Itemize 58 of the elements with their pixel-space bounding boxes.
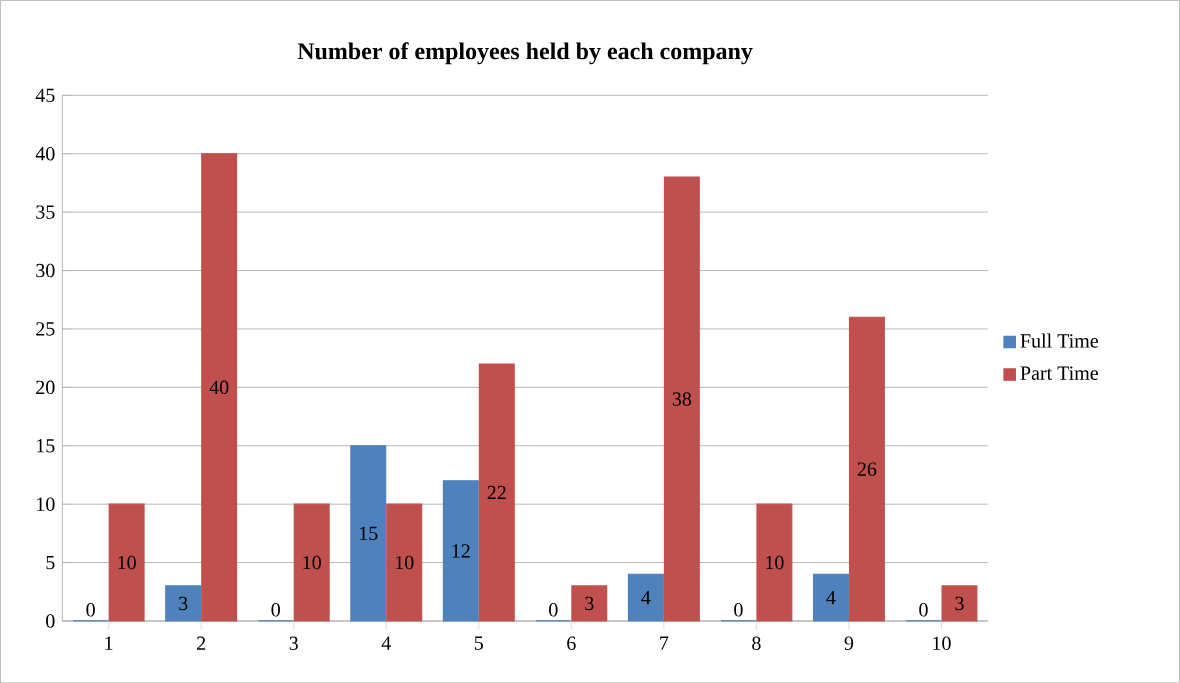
bar (386, 503, 423, 622)
bar (201, 152, 238, 622)
bar (293, 503, 330, 622)
y-tick-label: 30 (36, 263, 55, 278)
data-label: 3 (585, 596, 594, 610)
bar (108, 503, 145, 622)
x-tick-label: 9 (844, 636, 854, 650)
legend-label: Part Time (1020, 366, 1098, 380)
y-tick-label: 40 (35, 146, 55, 161)
data-label: 10 (118, 555, 136, 570)
y-tick-label: 5 (46, 555, 55, 570)
y-tick-label: 15 (37, 438, 55, 453)
x-tick-label: 1 (105, 636, 113, 650)
data-label: 0 (734, 602, 743, 617)
x-tick-label: 7 (660, 636, 669, 650)
data-label: 10 (303, 555, 321, 570)
data-label: 3 (955, 596, 964, 610)
bar (442, 480, 479, 622)
data-label: 0 (86, 602, 95, 617)
data-label: 26 (857, 462, 877, 476)
bar (350, 445, 387, 622)
data-label: 4 (641, 590, 651, 605)
bar (165, 585, 202, 622)
y-tick-label: 45 (35, 88, 55, 102)
bar (571, 585, 608, 622)
bar (663, 176, 700, 622)
y-tick-label: 10 (37, 497, 55, 511)
data-label: 10 (396, 555, 414, 570)
bar (627, 573, 664, 622)
x-tick-label: 10 (933, 636, 951, 650)
data-label: 4 (826, 590, 836, 605)
data-label: 38 (672, 392, 692, 406)
y-tick-label: 35 (36, 205, 55, 219)
bar (756, 503, 793, 622)
data-label: 22 (487, 485, 506, 499)
y-tick-label: 20 (36, 380, 55, 394)
bar (478, 363, 515, 622)
data-label: 12 (452, 544, 470, 558)
x-tick-label: 4 (381, 636, 391, 650)
data-label: 3 (179, 596, 188, 610)
data-label: 10 (766, 555, 784, 570)
chart-title: Number of employees held by each company (297, 42, 753, 65)
x-tick-label: 8 (752, 636, 761, 650)
data-label: 40 (209, 380, 229, 394)
data-label: 0 (549, 602, 558, 617)
legend-label: Full Time (1020, 333, 1098, 348)
data-label: 15 (360, 526, 378, 540)
data-label: 0 (271, 602, 280, 617)
y-tick-label: 0 (46, 614, 55, 628)
data-label: 0 (919, 602, 928, 617)
x-tick-label: 2 (197, 636, 206, 650)
bar (848, 316, 885, 622)
x-tick-label: 5 (474, 636, 483, 650)
x-tick-label: 3 (289, 636, 298, 650)
bar (941, 585, 978, 622)
x-tick-label: 6 (567, 636, 576, 650)
y-tick-label: 25 (36, 322, 55, 336)
bar (812, 573, 849, 622)
